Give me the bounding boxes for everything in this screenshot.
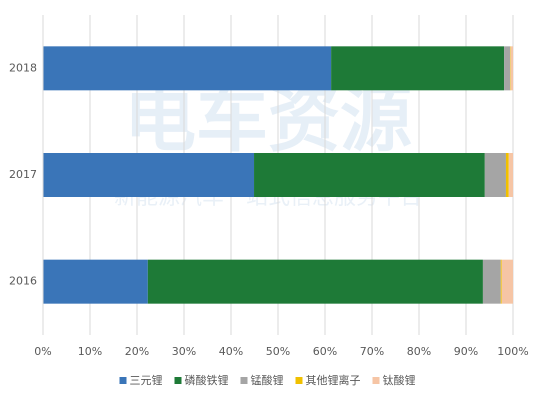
x-tick-label: 90% [454,345,478,358]
bar-segment [501,259,513,304]
legend-label: 磷酸铁锂 [185,373,229,387]
legend-label: 三元锂 [130,373,163,387]
bar-segment [43,46,332,91]
y-tick-label: 2018 [9,61,37,74]
bar-segment [43,153,255,197]
legend: 三元锂 磷酸铁锂 锰酸锂 其他锂离子 钛酸锂 [119,373,416,387]
legend-label: 钛酸锂 [383,373,416,387]
legend-swatch [174,377,182,384]
bar-segment [504,46,511,91]
legend-label: 锰酸锂 [251,373,284,387]
legend-swatch [372,377,380,384]
x-tick-label: 70% [360,345,384,358]
bar-segment [508,153,513,197]
x-tick-label: 80% [407,345,431,358]
bar-segment [484,153,506,197]
x-tick-label: 60% [313,345,337,358]
y-tick-label: 2016 [9,275,37,288]
legend-swatch [295,377,303,384]
bar-segment [147,259,483,304]
y-tick-label: 2017 [9,168,37,181]
legend-swatch [119,377,127,384]
x-tick-label: 50% [266,345,290,358]
legend-swatch [240,377,248,384]
bar-segment [331,46,505,91]
bar-segment [254,153,485,197]
x-tick-label: 0% [34,345,51,358]
bar-segment [482,259,501,304]
bar-segment [500,259,502,304]
bar-segment [505,153,509,197]
legend-label: 其他锂离子 [306,373,361,387]
bar-segment [510,46,513,91]
x-tick-label: 100% [497,345,528,358]
bar-segment [43,259,148,304]
watermark: 电车资源 [124,78,412,162]
x-tick-label: 10% [78,345,102,358]
x-tick-label: 40% [219,345,243,358]
x-tick-label: 30% [172,345,196,358]
x-tick-label: 20% [125,345,149,358]
